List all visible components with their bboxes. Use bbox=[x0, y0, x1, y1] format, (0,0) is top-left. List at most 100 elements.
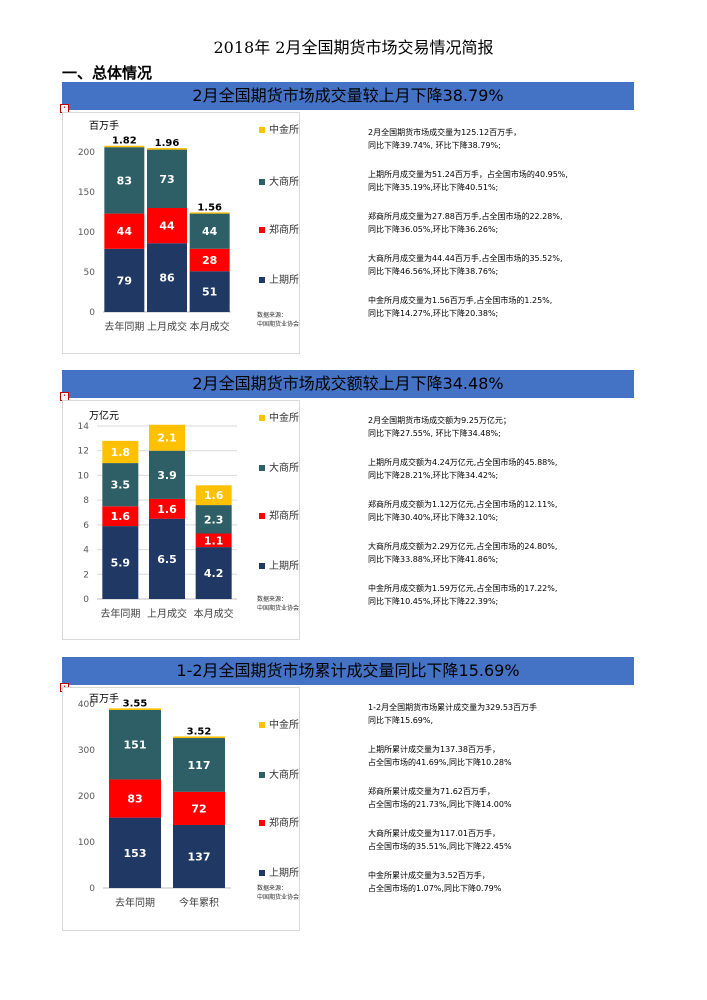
bar-segment bbox=[147, 148, 187, 150]
bar-segment bbox=[149, 518, 185, 599]
bar-segment bbox=[102, 526, 139, 599]
x-category-label: 上月成交 bbox=[147, 607, 187, 620]
data-label: 3.52 bbox=[187, 726, 212, 737]
bar-segment bbox=[149, 498, 185, 519]
legend-swatch bbox=[259, 722, 265, 728]
bar-segment bbox=[104, 147, 145, 214]
note-total: 2月全国期货市场成交额为9.25万亿元； 同比下降27.55%, 环比下降34.… bbox=[368, 416, 511, 438]
y-tick-label: 6 bbox=[83, 521, 89, 531]
data-source-label: 数据来源： bbox=[257, 885, 288, 892]
y-tick-label: 8 bbox=[83, 496, 89, 506]
note-dce: 大商所累计成交量为117.01百万手， 占全国市场的35.51%,同比下降22.… bbox=[368, 829, 512, 851]
data-label: 1.82 bbox=[112, 136, 137, 147]
legend-item: 上期所 bbox=[259, 557, 299, 572]
volume-chart: 0 50 100 150 200 79 44 83 1.82 去年同期 86 44 73 1.96 上月成交… bbox=[78, 136, 231, 333]
legend-swatch bbox=[259, 179, 265, 185]
bar-segment bbox=[189, 212, 230, 214]
x-category-label: 去年同期 bbox=[104, 320, 144, 333]
bar-segment bbox=[104, 145, 145, 148]
cumulative-data-source: 数据来源： 中国期货业协会 bbox=[257, 884, 299, 902]
y-tick-label: 100 bbox=[78, 228, 95, 238]
bar-segment bbox=[189, 213, 230, 249]
cumulative-notes: 1-2月全国期货市场累计成交量为329.53百万手 同比下降15.69%, 上期… bbox=[368, 701, 628, 911]
legend-item: 郑商所 bbox=[259, 507, 299, 522]
data-label: 2.1 bbox=[157, 432, 177, 445]
data-label: 1.96 bbox=[155, 138, 180, 149]
legend-label: 上期所 bbox=[269, 275, 299, 286]
note-dce: 大商所月成交量为44.44百万手,占全国市场的35.52%, 同比下降46.56… bbox=[368, 254, 563, 276]
bar-segment bbox=[195, 533, 232, 548]
cumulative-block: 1-2月全国期货市场累计成交量同比下降15.69% • 百万手 01002003… bbox=[60, 657, 634, 931]
legend-swatch bbox=[259, 277, 265, 283]
bar-segment bbox=[109, 779, 161, 818]
legend-swatch bbox=[259, 227, 265, 233]
x-category-label: 上月成交 bbox=[147, 320, 187, 333]
note-czce: 郑商所月成交额为1.12万亿元,占全国市场的12.11%, 同比下降30.40%… bbox=[368, 500, 558, 522]
bar-segment bbox=[189, 271, 230, 312]
data-source-name: 中国期货业协会 bbox=[257, 321, 300, 328]
bar-segment bbox=[195, 485, 232, 506]
x-category-label: 去年同期 bbox=[115, 896, 155, 909]
x-category-label: 去年同期 bbox=[100, 607, 140, 620]
volume-chart-frame: 百万手 0 50 100 150 200 79 44 83 1.82 去年同期 86 44 73 1.96… bbox=[62, 112, 300, 354]
volume-notes: 2月全国期货市场成交量为125.12百万手， 同比下降39.74%, 环比下降3… bbox=[368, 126, 628, 336]
legend-label: 中金所 bbox=[269, 413, 299, 424]
note-shfe: 上期所月成交额为4.24万亿元,占全国市场的45.88%, 同比下降28.21%… bbox=[368, 458, 558, 480]
data-label: 83 bbox=[127, 793, 142, 806]
bar-segment bbox=[173, 791, 225, 825]
x-category-label: 今年累积 bbox=[179, 896, 219, 909]
data-label: 137 bbox=[188, 850, 211, 863]
note-cffex: 中金所月成交额为1.59万亿元,占全国市场的17.22%, 同比下降10.45%… bbox=[368, 584, 558, 606]
data-label: 44 bbox=[202, 225, 218, 238]
bar-segment bbox=[102, 440, 139, 464]
bar-segment bbox=[189, 248, 230, 272]
legend-label: 郑商所 bbox=[269, 225, 299, 236]
legend-item: 大商所 bbox=[259, 459, 299, 474]
legend-swatch bbox=[259, 563, 265, 569]
note-total: 1-2月全国期货市场累计成交量为329.53百万手 同比下降15.69%, bbox=[368, 703, 538, 725]
turnover-data-source: 数据来源： 中国期货业协会 bbox=[257, 595, 299, 613]
legend-item: 中金所 bbox=[259, 409, 299, 424]
legend-label: 大商所 bbox=[269, 177, 299, 188]
data-label: 44 bbox=[117, 225, 133, 238]
y-tick-label: 100 bbox=[78, 838, 95, 848]
legend-label: 中金所 bbox=[269, 720, 299, 731]
data-label: 28 bbox=[202, 254, 217, 267]
data-label: 83 bbox=[117, 174, 132, 187]
legend-item: 上期所 bbox=[259, 864, 299, 879]
y-tick-label: 0 bbox=[89, 884, 95, 894]
data-label: 72 bbox=[191, 802, 206, 815]
legend-swatch bbox=[259, 127, 265, 133]
legend-item: 中金所 bbox=[259, 121, 299, 136]
bar-segment bbox=[195, 547, 232, 599]
y-tick-label: 12 bbox=[78, 447, 89, 457]
legend-swatch bbox=[259, 465, 265, 471]
turnover-chart-frame: 万亿元 0 2 4 6 8 10 12 14 5.9 1.6 3.5 1.8 去年同期 6.5 1.6 3.9… bbox=[62, 400, 300, 640]
note-cffex: 中金所月成交量为1.56百万手,占全国市场的1.25%, 同比下降14.27%,… bbox=[368, 296, 553, 318]
bar-segment bbox=[109, 709, 161, 780]
turnover-chart: 0 2 4 6 8 10 12 14 5.9 1.6 3.5 1.8 去年同期 6.5 1.6 3.9 2.1 上… bbox=[78, 422, 237, 620]
x-category-label: 本月成交 bbox=[194, 607, 234, 620]
bar-segment bbox=[173, 736, 225, 739]
legend-item: 大商所 bbox=[259, 766, 299, 781]
data-label: 1.6 bbox=[157, 503, 177, 516]
bar-segment bbox=[147, 149, 187, 208]
data-source-label: 数据来源： bbox=[257, 596, 288, 603]
bar-segment bbox=[149, 450, 185, 499]
data-label: 79 bbox=[117, 274, 132, 287]
legend-label: 大商所 bbox=[269, 463, 299, 474]
data-label: 2.3 bbox=[204, 513, 224, 526]
legend-swatch bbox=[259, 820, 265, 826]
data-label: 153 bbox=[124, 847, 147, 860]
note-shfe: 上期所累计成交量为137.38百万手， 占全国市场的41.69%,同比下降10.… bbox=[368, 745, 512, 767]
turnover-block: 2月全国期货市场成交额较上月下降34.48% • 万亿元 0 2 4 6 8 10 12 14… bbox=[60, 370, 634, 640]
data-label: 3.5 bbox=[111, 479, 131, 492]
data-label: 117 bbox=[188, 759, 211, 772]
turnover-notes: 2月全国期货市场成交额为9.25万亿元； 同比下降27.55%, 环比下降34.… bbox=[368, 414, 628, 624]
legend-item: 郑商所 bbox=[259, 221, 299, 236]
bar-segment bbox=[109, 708, 161, 710]
legend-item: 郑商所 bbox=[259, 814, 299, 829]
cumulative-chart: 0 100 200 300 400 153 83 151 3.55 去年同期 137 72 117 3.5… bbox=[78, 698, 231, 909]
bar-segment bbox=[173, 824, 225, 888]
volume-banner: 2月全国期货市场成交量较上月下降38.79% bbox=[62, 82, 634, 110]
